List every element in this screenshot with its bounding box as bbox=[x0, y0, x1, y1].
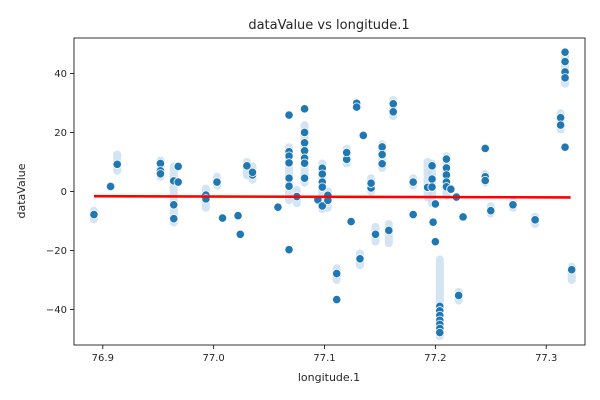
scatter-point bbox=[358, 130, 368, 141]
scatter-point bbox=[212, 177, 222, 187]
x-axis: 76.9 77.0 77.1 77.2 77.3 bbox=[92, 345, 557, 364]
scatter-point bbox=[89, 209, 99, 220]
scatter-point bbox=[105, 181, 116, 192]
scatter-point bbox=[173, 177, 183, 187]
scatter-point bbox=[342, 147, 352, 158]
chart-title: dataValue vs longitude.1 bbox=[248, 18, 409, 33]
scatter-point bbox=[355, 254, 365, 264]
scatter-point bbox=[273, 202, 283, 212]
scatter-point bbox=[173, 161, 183, 172]
scatter-point bbox=[435, 328, 445, 338]
scatter-point bbox=[346, 217, 356, 227]
scatter-point bbox=[233, 211, 243, 221]
scatter-point bbox=[388, 107, 398, 117]
scatter-point bbox=[408, 209, 418, 220]
scatter-point bbox=[217, 213, 228, 223]
scatter-point bbox=[377, 142, 387, 152]
scatter-point bbox=[299, 104, 310, 114]
x-tick-label: 76.9 bbox=[92, 353, 114, 364]
scatter-point bbox=[370, 229, 381, 239]
y-tick-label: 40 bbox=[54, 69, 67, 80]
scatter-point bbox=[317, 201, 327, 211]
scatter-point bbox=[458, 212, 468, 222]
x-tick-label: 77.2 bbox=[424, 353, 446, 364]
scatter-point bbox=[427, 161, 437, 171]
scatter-point bbox=[317, 169, 327, 179]
scatter-point bbox=[384, 225, 394, 236]
scatter-point bbox=[408, 177, 418, 187]
scatter-point bbox=[317, 182, 327, 192]
scatter-point bbox=[299, 138, 310, 148]
scatter-point bbox=[332, 268, 342, 279]
scatter-point bbox=[155, 169, 166, 179]
regression-layer bbox=[93, 194, 571, 199]
scatter-point bbox=[441, 154, 452, 164]
scatter-point bbox=[366, 178, 376, 188]
scatter-point bbox=[567, 265, 577, 275]
scatter-point bbox=[560, 57, 570, 67]
scatter-point bbox=[299, 173, 310, 183]
scatter-point bbox=[446, 184, 456, 194]
scatter-point bbox=[352, 102, 362, 112]
y-tick-label: 0 bbox=[61, 187, 67, 198]
scatter-point bbox=[430, 237, 440, 247]
x-tick-label: 77.1 bbox=[313, 353, 335, 364]
scatter-point bbox=[556, 120, 566, 130]
points-layer bbox=[89, 47, 577, 338]
x-axis-label: longitude.1 bbox=[298, 371, 360, 384]
y-axis-label: dataValue bbox=[15, 163, 28, 218]
regression-line bbox=[93, 194, 571, 199]
scatter-point bbox=[486, 206, 496, 216]
scatter-point bbox=[242, 161, 252, 171]
scatter-point bbox=[169, 214, 179, 224]
scatter-point bbox=[377, 150, 387, 160]
scatter-point bbox=[284, 245, 294, 255]
y-tick-label: −20 bbox=[46, 246, 67, 257]
scatter-point bbox=[284, 158, 294, 168]
scatter-point bbox=[377, 159, 387, 169]
scatter-point bbox=[284, 173, 294, 183]
scatter-point bbox=[299, 158, 310, 168]
scatter-point bbox=[284, 110, 294, 120]
scatter-point bbox=[332, 294, 342, 305]
x-tick-label: 77.0 bbox=[203, 353, 225, 364]
scatter-point bbox=[508, 200, 518, 210]
scatter-point bbox=[560, 47, 570, 57]
scatter-point bbox=[112, 159, 122, 169]
scatter-point bbox=[299, 127, 310, 138]
scatter-point bbox=[560, 142, 570, 152]
scatter-point bbox=[235, 229, 245, 239]
scatter-point bbox=[284, 181, 294, 191]
y-tick-label: −40 bbox=[46, 305, 67, 316]
scatter-point bbox=[388, 99, 398, 109]
scatter-point bbox=[428, 217, 438, 227]
scatter-point bbox=[427, 174, 437, 184]
scatter-point bbox=[430, 199, 440, 209]
scatter-point bbox=[454, 290, 464, 301]
scatter-point bbox=[247, 167, 258, 177]
scatter-point bbox=[480, 175, 490, 186]
x-tick-label: 77.3 bbox=[535, 353, 557, 364]
y-tick-label: 20 bbox=[54, 128, 67, 139]
scatter-point bbox=[169, 200, 179, 210]
y-axis: −40 −20 0 20 40 bbox=[46, 69, 74, 316]
scatter-point bbox=[530, 215, 540, 225]
scatter-point bbox=[480, 143, 490, 154]
scatter-point bbox=[427, 182, 437, 192]
scatter-point bbox=[560, 73, 570, 83]
